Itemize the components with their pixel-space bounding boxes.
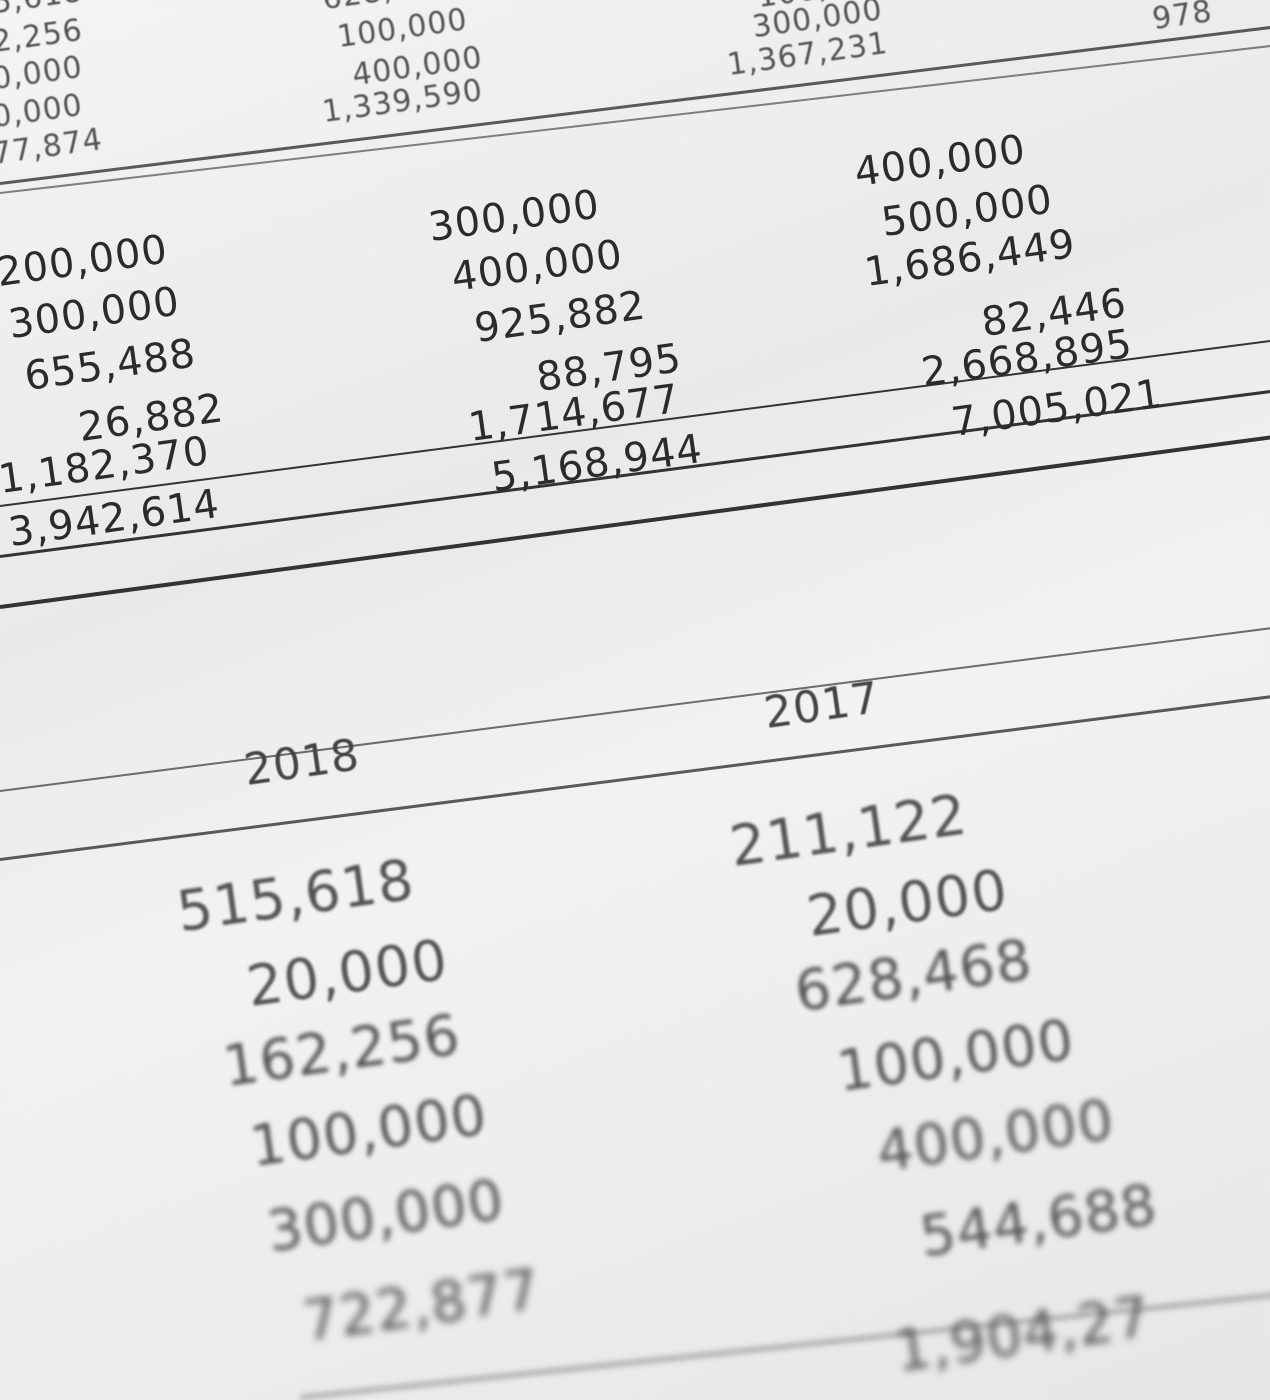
value-cell: 722,877 (298, 1257, 545, 1355)
rule-line (0, 694, 1270, 861)
value-cell: 300,000 (262, 1167, 509, 1265)
value-cell: 978 (1150, 0, 1215, 38)
value-cell: 544,688 (915, 1172, 1162, 1270)
value-cell: 1,904,27 (890, 1284, 1155, 1385)
value-cell: 515,618 (172, 847, 419, 945)
value-cell: 100,000 (245, 1082, 492, 1180)
rule-line (0, 24, 1270, 185)
value-cell: 20,000 (242, 927, 452, 1020)
value-cell: 211,122 (725, 782, 972, 880)
value-cell: 100,000 (832, 1007, 1079, 1105)
rule-line (0, 626, 1270, 792)
value-cell: 400,000 (872, 1087, 1119, 1185)
rule-line (0, 43, 1270, 194)
column-header-2018: 2018 (240, 729, 363, 796)
column-header-2017: 2017 (760, 672, 883, 739)
